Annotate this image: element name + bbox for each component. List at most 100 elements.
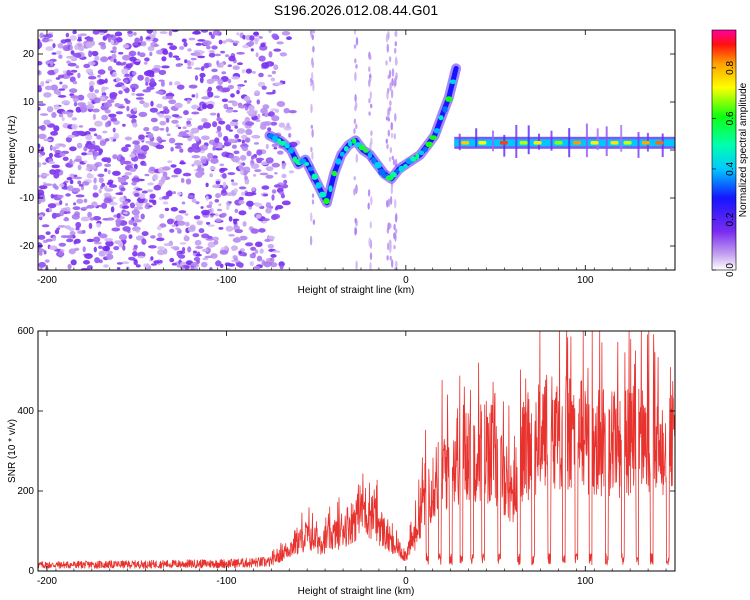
noise-speckle <box>45 238 54 242</box>
noise-streak <box>368 237 371 247</box>
noise-speckle <box>135 97 144 100</box>
noise-speckle <box>61 111 70 115</box>
noise-speckle <box>191 198 197 203</box>
noise-speckle <box>212 184 221 189</box>
noise-speckle <box>148 245 157 249</box>
noise-speckle <box>121 261 130 265</box>
noise-streak <box>353 128 356 134</box>
noise-speckle <box>123 61 127 65</box>
noise-speckle <box>220 61 224 68</box>
noise-speckle <box>132 71 137 76</box>
noise-speckle <box>74 211 80 217</box>
signal-blob <box>429 135 437 141</box>
noise-speckle <box>166 133 171 136</box>
noise-speckle <box>125 63 133 69</box>
noise-speckle <box>195 201 200 205</box>
noise-speckle <box>88 151 93 156</box>
noise-speckle <box>162 201 169 205</box>
noise-speckle <box>217 142 223 149</box>
noise-speckle <box>99 32 105 36</box>
noise-speckle <box>152 30 157 35</box>
noise-speckle <box>191 104 199 110</box>
noise-speckle <box>250 228 259 234</box>
snr-ytick-label: 600 <box>17 326 34 337</box>
noise-speckle <box>108 202 118 206</box>
noise-speckle <box>161 56 167 62</box>
noise-speckle <box>254 241 263 248</box>
noise-speckle <box>49 169 56 175</box>
spectrogram-ytick-label: -10 <box>20 193 35 204</box>
noise-speckle <box>88 127 97 132</box>
noise-speckle <box>69 35 78 41</box>
noise-speckle <box>117 155 121 161</box>
noise-streak <box>310 30 313 38</box>
noise-speckle <box>267 74 273 78</box>
noise-speckle <box>210 157 219 164</box>
noise-speckle <box>273 48 282 52</box>
noise-speckle <box>42 162 47 165</box>
noise-streak <box>369 91 372 100</box>
noise-speckle <box>208 50 215 54</box>
noise-speckle <box>197 125 204 130</box>
noise-speckle <box>193 159 202 166</box>
noise-speckle <box>240 169 244 176</box>
noise-streak <box>368 111 371 116</box>
noise-speckle <box>207 152 214 159</box>
noise-speckle <box>102 130 108 134</box>
noise-speckle <box>160 175 166 183</box>
noise-speckle <box>196 221 203 226</box>
noise-speckle <box>260 42 266 48</box>
noise-speckle <box>129 76 133 82</box>
noise-speckle <box>48 207 53 212</box>
noise-speckle <box>209 166 216 171</box>
noise-speckle <box>183 110 189 116</box>
noise-speckle <box>121 85 127 90</box>
noise-speckle <box>283 179 288 185</box>
noise-speckle <box>122 205 130 209</box>
noise-speckle <box>182 172 192 177</box>
noise-speckle <box>132 122 138 128</box>
noise-speckle <box>210 34 215 40</box>
noise-speckle <box>124 136 132 141</box>
noise-speckle <box>260 121 269 126</box>
carrier-hot-dash <box>590 141 599 145</box>
noise-speckle <box>147 45 155 52</box>
noise-speckle <box>103 197 112 204</box>
noise-speckle <box>84 253 93 259</box>
noise-speckle <box>68 227 75 232</box>
noise-streak <box>354 71 357 82</box>
noise-speckle <box>77 180 82 185</box>
noise-speckle <box>149 166 156 171</box>
noise-speckle <box>38 234 46 240</box>
noise-speckle <box>149 107 158 113</box>
noise-speckle <box>66 177 73 181</box>
noise-speckle <box>259 172 269 176</box>
noise-speckle <box>209 112 217 116</box>
noise-speckle <box>217 78 224 86</box>
signal-blob <box>374 161 382 169</box>
noise-speckle <box>116 37 123 43</box>
noise-speckle <box>41 224 50 228</box>
noise-speckle <box>169 257 175 263</box>
noise-speckle <box>76 130 85 135</box>
snr-ylabel: SNR (10 * v/v) <box>7 419 18 483</box>
noise-speckle <box>258 72 264 78</box>
noise-speckle <box>159 223 167 228</box>
noise-speckle <box>171 174 179 178</box>
noise-speckle <box>215 180 221 185</box>
noise-speckle <box>85 68 94 74</box>
noise-speckle <box>188 37 196 41</box>
noise-speckle <box>279 52 288 57</box>
noise-speckle <box>191 155 201 159</box>
noise-speckle <box>272 250 281 253</box>
noise-speckle <box>137 255 145 259</box>
noise-speckle <box>168 30 173 36</box>
noise-speckle <box>278 122 286 128</box>
noise-speckle <box>92 113 96 120</box>
noise-speckle <box>256 99 261 105</box>
signal-blob <box>403 164 408 168</box>
noise-speckle <box>149 78 155 85</box>
noise-speckle <box>258 55 266 62</box>
carrier-hot-dash <box>461 141 470 145</box>
noise-speckle <box>102 245 111 252</box>
